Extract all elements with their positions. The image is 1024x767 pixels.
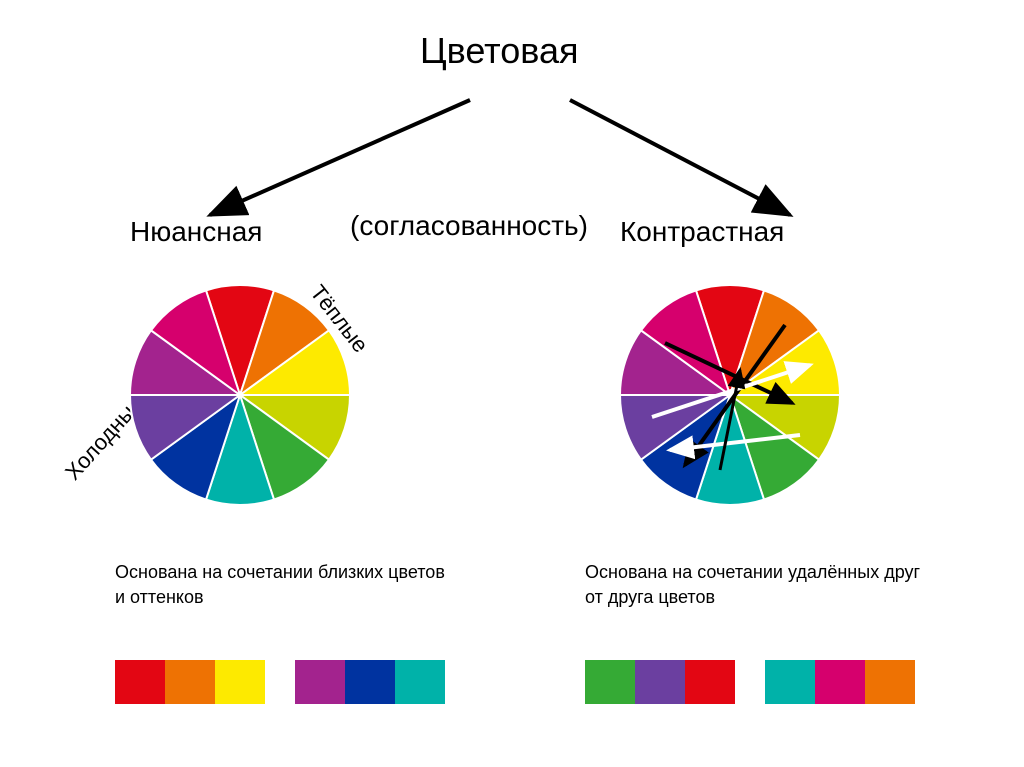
swatch-right-b: [765, 660, 915, 704]
color-swatch: [165, 660, 215, 704]
color-swatch: [215, 660, 265, 704]
color-swatch: [815, 660, 865, 704]
color-swatch: [295, 660, 345, 704]
color-swatch: [635, 660, 685, 704]
middle-label: (согласованность): [350, 210, 588, 242]
branch-arrow: [570, 100, 790, 215]
swatch-right-a: [585, 660, 735, 704]
color-swatch: [345, 660, 395, 704]
color-swatch: [765, 660, 815, 704]
color-swatch: [585, 660, 635, 704]
right-heading: Контрастная: [620, 216, 784, 248]
swatch-left-a: [115, 660, 265, 704]
right-color-wheel: [618, 283, 842, 507]
color-swatch: [865, 660, 915, 704]
swatch-left-b: [295, 660, 445, 704]
left-heading: Нюансная: [130, 216, 262, 248]
branch-arrow: [210, 100, 470, 215]
color-swatch: [685, 660, 735, 704]
color-swatch: [115, 660, 165, 704]
color-swatch: [395, 660, 445, 704]
main-title: Цветовая: [420, 30, 579, 72]
right-desc: Основана на сочетании удалённых друг от …: [585, 560, 925, 610]
left-desc: Основана на сочетании близких цветов и о…: [115, 560, 455, 610]
left-color-wheel: [128, 283, 352, 507]
